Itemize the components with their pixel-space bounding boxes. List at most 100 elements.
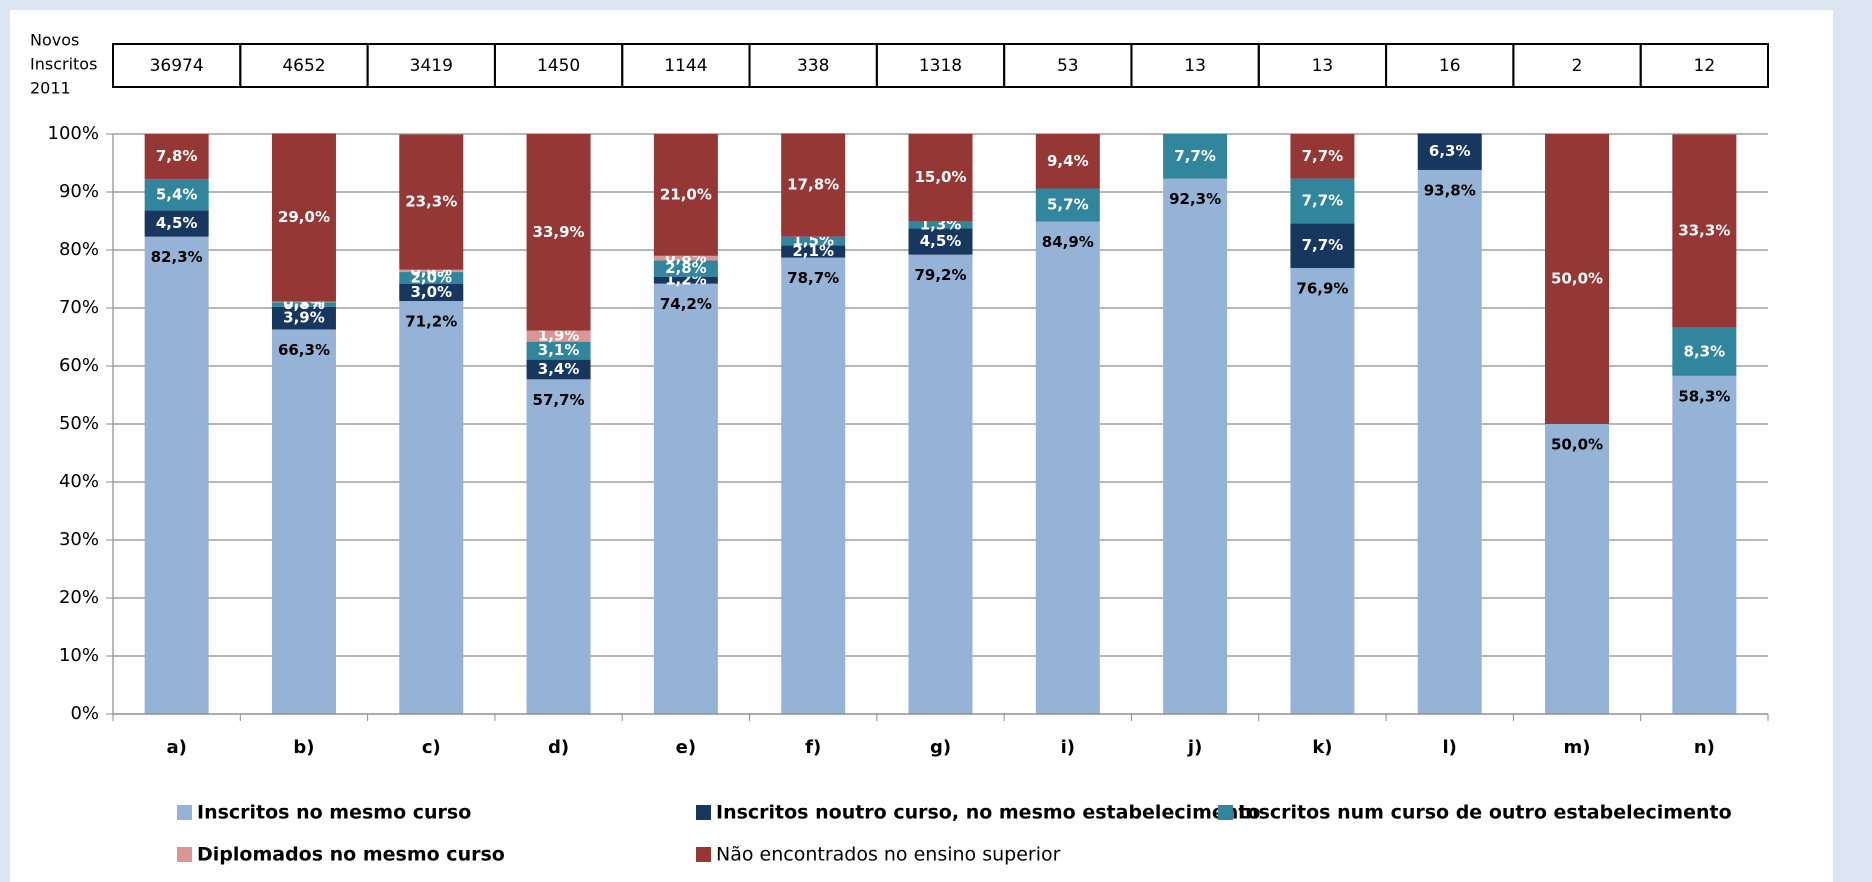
data-label: 3,0%: [410, 283, 452, 301]
data-label: 7,7%: [1174, 147, 1216, 165]
x-tick-label: k): [1312, 737, 1332, 758]
data-label: 33,3%: [1678, 222, 1730, 240]
data-label: 8,3%: [1684, 342, 1726, 360]
bar-segment: [526, 341, 591, 360]
y-tick-label: 0%: [70, 703, 99, 724]
data-label: 5,4%: [156, 185, 198, 203]
bar-segment: [781, 245, 846, 258]
bar-segment: [1290, 178, 1355, 224]
bar-segment: [653, 283, 718, 714]
y-tick-label: 60%: [59, 355, 99, 376]
bar-segment: [653, 255, 718, 261]
x-tick-label: n): [1694, 737, 1715, 758]
table-value: 13: [1184, 56, 1206, 76]
bar-segment: [908, 254, 973, 714]
y-tick-label: 50%: [59, 413, 99, 434]
bar-segment: [1163, 134, 1228, 179]
data-label: 1,9%: [538, 327, 580, 345]
x-tick-label: g): [930, 737, 951, 758]
table-value: 4652: [282, 56, 325, 76]
table-value: 3419: [410, 56, 453, 76]
bar-segment: [781, 133, 846, 237]
data-label: 58,3%: [1678, 387, 1730, 405]
bar-segment: [399, 269, 464, 273]
data-label: 76,9%: [1296, 279, 1348, 297]
data-label: 5,7%: [1047, 196, 1089, 214]
bar-segment: [399, 134, 464, 270]
legend-label: Inscritos noutro curso, no mesmo estabel…: [716, 802, 1260, 824]
table-value: 36974: [150, 56, 204, 76]
table-value: 1450: [537, 56, 580, 76]
bar-segment: [1672, 327, 1737, 376]
bar-segment: [908, 228, 973, 255]
bar-segment: [271, 301, 336, 303]
data-label: 79,2%: [914, 266, 966, 284]
legend-swatch: [696, 847, 711, 862]
bar-segment: [1417, 169, 1482, 714]
data-label: 15,0%: [914, 168, 966, 186]
table-cell: [1639, 43, 1769, 88]
bar-segment: [653, 260, 718, 277]
x-tick-label: m): [1564, 737, 1591, 758]
x-tick-label: a): [166, 737, 186, 758]
data-label: 82,3%: [151, 248, 203, 266]
bar-segment: [1545, 424, 1610, 714]
bar-segment: [653, 134, 718, 256]
y-tick-label: 30%: [59, 529, 99, 550]
bar-segment: [144, 236, 209, 714]
legend-label: Inscritos no mesmo curso: [197, 802, 471, 824]
bar-segment: [1035, 221, 1100, 714]
data-label: 3,1%: [538, 341, 580, 359]
data-label: 6,3%: [1429, 142, 1471, 160]
bar-segment: [1290, 267, 1355, 714]
data-label: 7,7%: [1302, 191, 1344, 209]
table-value: 1318: [919, 56, 962, 76]
data-label: 2,8%: [665, 259, 707, 277]
row-label: Novos: [30, 31, 79, 50]
data-label: 7,8%: [156, 147, 198, 165]
bar-segment: [781, 257, 846, 714]
data-label: 93,8%: [1424, 181, 1476, 199]
data-label: 2,0%: [410, 268, 452, 286]
bar-segment: [1035, 134, 1100, 189]
bar-segment: [1545, 134, 1610, 424]
legend-label: Diplomados no mesmo curso: [197, 844, 505, 866]
x-tick-label: l): [1443, 737, 1457, 758]
legend-swatch: [177, 847, 192, 862]
data-label: 23,3%: [405, 193, 457, 211]
y-tick-label: 70%: [59, 297, 99, 318]
bar-segment: [271, 302, 336, 307]
table-value: 12: [1694, 56, 1716, 76]
data-label: 50,0%: [1551, 436, 1603, 454]
bar-segment: [526, 359, 591, 380]
y-tick-label: 90%: [59, 181, 99, 202]
bar-segment: [144, 134, 209, 180]
row-label: 2011: [30, 79, 71, 98]
data-label: 33,9%: [533, 223, 585, 241]
table-value: 53: [1057, 56, 1079, 76]
data-label: 17,8%: [787, 176, 839, 194]
bar-segment: [1035, 188, 1100, 222]
data-label: 84,9%: [1042, 233, 1094, 251]
x-tick-label: c): [422, 737, 441, 758]
data-label: 4,5%: [920, 232, 962, 250]
table-value: 1144: [664, 56, 707, 76]
y-tick-label: 80%: [59, 239, 99, 260]
data-label: 9,4%: [1047, 152, 1089, 170]
bar-segment: [1290, 223, 1355, 268]
y-tick-label: 20%: [59, 587, 99, 608]
bar-segment: [908, 221, 973, 229]
bar-segment: [1290, 134, 1355, 179]
data-label: 7,7%: [1302, 147, 1344, 165]
bar-segment: [271, 133, 336, 302]
data-label: 50,0%: [1551, 270, 1603, 288]
data-label: 66,3%: [278, 341, 330, 359]
table-value: 2: [1572, 56, 1583, 76]
bar-segment: [144, 210, 209, 237]
legend-swatch: [696, 805, 711, 820]
x-tick-label: i): [1061, 737, 1075, 758]
table-value: 16: [1439, 56, 1461, 76]
bar-segment: [399, 272, 464, 284]
legend-label: Inscritos num curso de outro estabelecim…: [1238, 802, 1732, 824]
